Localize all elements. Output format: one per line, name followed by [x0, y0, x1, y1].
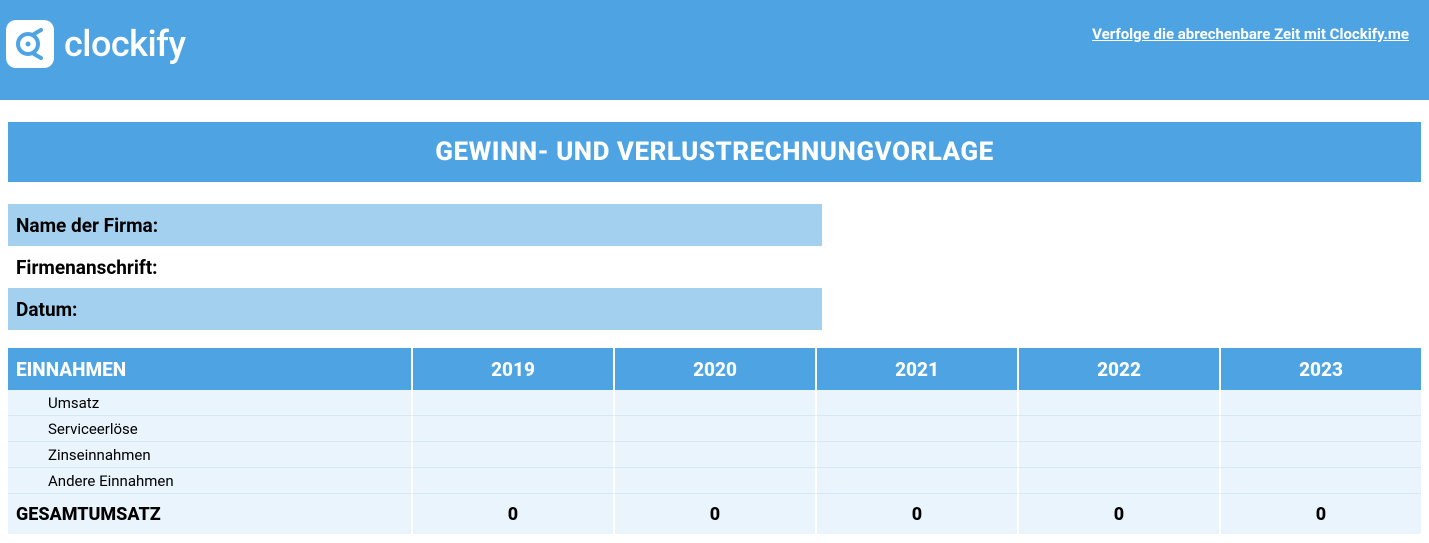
page-title: GEWINN- UND VERLUSTRECHNUNGVORLAGE — [8, 122, 1421, 182]
brand-name: clockify — [64, 23, 185, 65]
cell[interactable] — [1221, 468, 1421, 494]
info-row-company-name: Name der Firma: — [8, 204, 1421, 246]
cell[interactable] — [1019, 442, 1221, 468]
header-section-label: EINNAHMEN — [8, 348, 413, 390]
cell[interactable] — [413, 390, 615, 416]
cell[interactable] — [615, 468, 817, 494]
header-year-4: 2023 — [1221, 348, 1421, 390]
company-address-label: Firmenanschrift: — [8, 246, 822, 288]
total-cell: 0 — [615, 494, 817, 534]
brand-logo: clockify — [6, 20, 185, 68]
clockify-icon — [6, 20, 54, 68]
cell[interactable] — [1019, 468, 1221, 494]
row-label: Serviceerlöse — [8, 416, 413, 442]
row-label: Andere Einnahmen — [8, 468, 413, 494]
total-cell: 0 — [413, 494, 615, 534]
cell[interactable] — [413, 468, 615, 494]
app-header: clockify Verfolge die abrechenbare Zeit … — [0, 0, 1429, 100]
cell[interactable] — [615, 390, 817, 416]
table-row: Serviceerlöse — [8, 416, 1421, 442]
table-header-row: EINNAHMEN 2019 2020 2021 2022 2023 — [8, 348, 1421, 390]
info-row-company-address: Firmenanschrift: — [8, 246, 1421, 288]
date-label: Datum: — [8, 288, 822, 330]
table-row: Andere Einnahmen — [8, 468, 1421, 494]
total-label: GESAMTUMSATZ — [8, 494, 413, 534]
income-table: EINNAHMEN 2019 2020 2021 2022 2023 Umsat… — [8, 348, 1421, 534]
company-name-label: Name der Firma: — [8, 204, 822, 246]
cell[interactable] — [817, 390, 1019, 416]
cell[interactable] — [615, 442, 817, 468]
total-row: GESAMTUMSATZ 0 0 0 0 0 — [8, 494, 1421, 534]
header-year-3: 2022 — [1019, 348, 1221, 390]
tracking-link[interactable]: Verfolge die abrechenbare Zeit mit Clock… — [1092, 20, 1409, 43]
company-info-section: Name der Firma: Firmenanschrift: Datum: — [8, 204, 1421, 330]
row-label: Umsatz — [8, 390, 413, 416]
cell[interactable] — [817, 442, 1019, 468]
header-year-0: 2019 — [413, 348, 615, 390]
cell[interactable] — [1221, 442, 1421, 468]
cell[interactable] — [1221, 416, 1421, 442]
cell[interactable] — [413, 416, 615, 442]
spacer — [0, 100, 1429, 122]
cell[interactable] — [1019, 390, 1221, 416]
cell[interactable] — [413, 442, 615, 468]
header-year-1: 2020 — [615, 348, 817, 390]
total-cell: 0 — [1019, 494, 1221, 534]
total-cell: 0 — [1221, 494, 1421, 534]
cell[interactable] — [1019, 416, 1221, 442]
cell[interactable] — [615, 416, 817, 442]
header-year-2: 2021 — [817, 348, 1019, 390]
row-label: Zinseinnahmen — [8, 442, 413, 468]
table-row: Umsatz — [8, 390, 1421, 416]
total-cell: 0 — [817, 494, 1019, 534]
cell[interactable] — [1221, 390, 1421, 416]
info-row-date: Datum: — [8, 288, 1421, 330]
table-row: Zinseinnahmen — [8, 442, 1421, 468]
cell[interactable] — [817, 468, 1019, 494]
cell[interactable] — [817, 416, 1019, 442]
